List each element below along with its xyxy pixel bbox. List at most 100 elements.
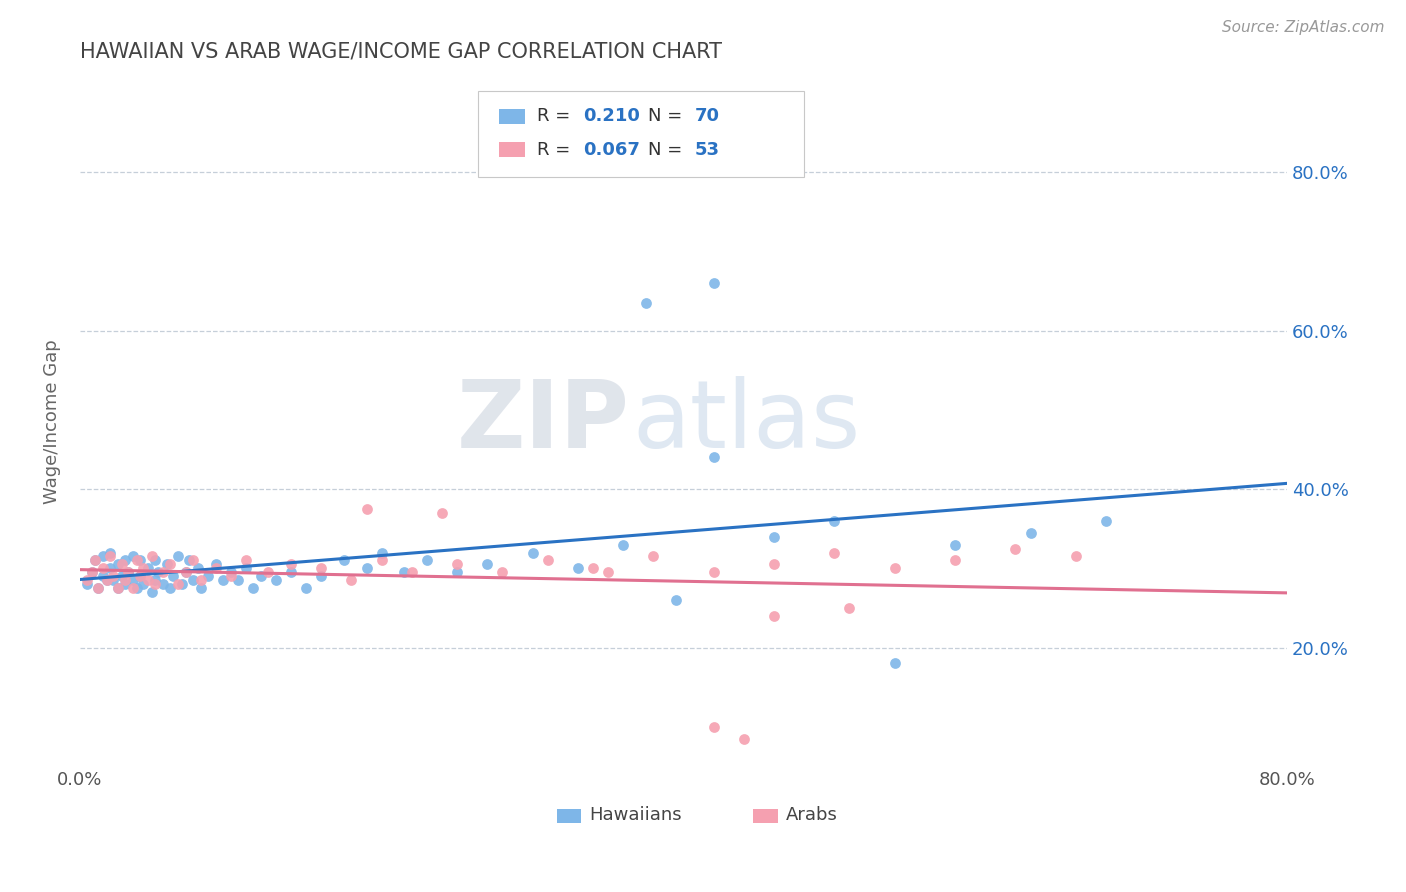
Point <box>219 566 242 580</box>
FancyBboxPatch shape <box>499 109 526 124</box>
Point <box>763 608 786 623</box>
Point <box>136 561 159 575</box>
Point <box>136 573 159 587</box>
Point <box>477 558 499 572</box>
Point <box>204 561 226 575</box>
FancyBboxPatch shape <box>754 809 778 823</box>
Point <box>226 573 249 587</box>
Point <box>190 581 212 595</box>
Point <box>703 720 725 734</box>
Text: Source: ZipAtlas.com: Source: ZipAtlas.com <box>1222 20 1385 35</box>
Point <box>190 573 212 587</box>
Point <box>96 573 118 587</box>
Point <box>197 569 219 583</box>
Point <box>117 566 139 580</box>
Point <box>129 553 152 567</box>
Point <box>111 558 134 572</box>
Point <box>242 581 264 595</box>
Point <box>107 558 129 572</box>
Point <box>132 561 155 575</box>
Point <box>143 573 166 587</box>
Point <box>76 573 98 587</box>
Point <box>111 569 134 583</box>
Point <box>80 566 103 580</box>
Point <box>114 573 136 587</box>
Point <box>156 558 179 572</box>
Text: atlas: atlas <box>633 376 860 467</box>
Text: ZIP: ZIP <box>457 376 628 467</box>
Point <box>430 506 453 520</box>
Point <box>943 538 966 552</box>
Point <box>84 553 107 567</box>
Point <box>204 558 226 572</box>
Point <box>162 569 184 583</box>
Point <box>167 549 190 564</box>
Text: Hawaiians: Hawaiians <box>589 805 682 823</box>
Point <box>98 545 121 559</box>
Point <box>127 553 149 567</box>
Text: N =: N = <box>648 108 689 126</box>
Point <box>76 577 98 591</box>
Point <box>127 581 149 595</box>
Point <box>280 566 302 580</box>
Text: N =: N = <box>648 141 689 159</box>
Text: 0.067: 0.067 <box>583 141 640 159</box>
Point <box>567 561 589 575</box>
Point <box>340 573 363 587</box>
Point <box>257 566 280 580</box>
Point <box>333 553 356 567</box>
Point <box>121 573 143 587</box>
Point <box>1004 541 1026 556</box>
Point <box>114 553 136 567</box>
Point <box>98 561 121 575</box>
Point <box>181 573 204 587</box>
Point <box>823 514 845 528</box>
Text: 0.210: 0.210 <box>583 108 640 126</box>
Point <box>121 581 143 595</box>
Point <box>172 577 194 591</box>
Point <box>703 276 725 290</box>
Point <box>159 581 181 595</box>
Point <box>132 577 155 591</box>
Point <box>129 569 152 583</box>
Point <box>1019 525 1042 540</box>
Point <box>101 573 124 587</box>
Point <box>96 573 118 587</box>
Point <box>370 545 392 559</box>
Point <box>80 566 103 580</box>
Point <box>235 553 257 567</box>
Point <box>446 558 468 572</box>
Point <box>212 573 235 587</box>
Point <box>87 581 110 595</box>
Point <box>117 566 139 580</box>
Point <box>763 558 786 572</box>
Point <box>370 553 392 567</box>
Point <box>612 538 634 552</box>
Point <box>152 577 174 591</box>
Point <box>733 731 755 746</box>
Point <box>167 577 190 591</box>
Point <box>295 581 318 595</box>
Point <box>143 577 166 591</box>
Point <box>235 561 257 575</box>
Point <box>883 657 905 671</box>
Point <box>129 569 152 583</box>
Point <box>187 561 209 575</box>
Point <box>107 581 129 595</box>
Point <box>665 593 688 607</box>
FancyBboxPatch shape <box>499 142 526 157</box>
Point <box>91 549 114 564</box>
Point <box>250 569 273 583</box>
Point <box>264 573 287 587</box>
Point <box>1064 549 1087 564</box>
Point <box>87 581 110 595</box>
Point <box>152 566 174 580</box>
Text: 70: 70 <box>695 108 720 126</box>
Point <box>143 553 166 567</box>
Point <box>394 566 416 580</box>
Text: R =: R = <box>537 108 576 126</box>
Text: 53: 53 <box>695 141 720 159</box>
Point <box>181 553 204 567</box>
Point <box>177 553 200 567</box>
Point <box>838 601 860 615</box>
